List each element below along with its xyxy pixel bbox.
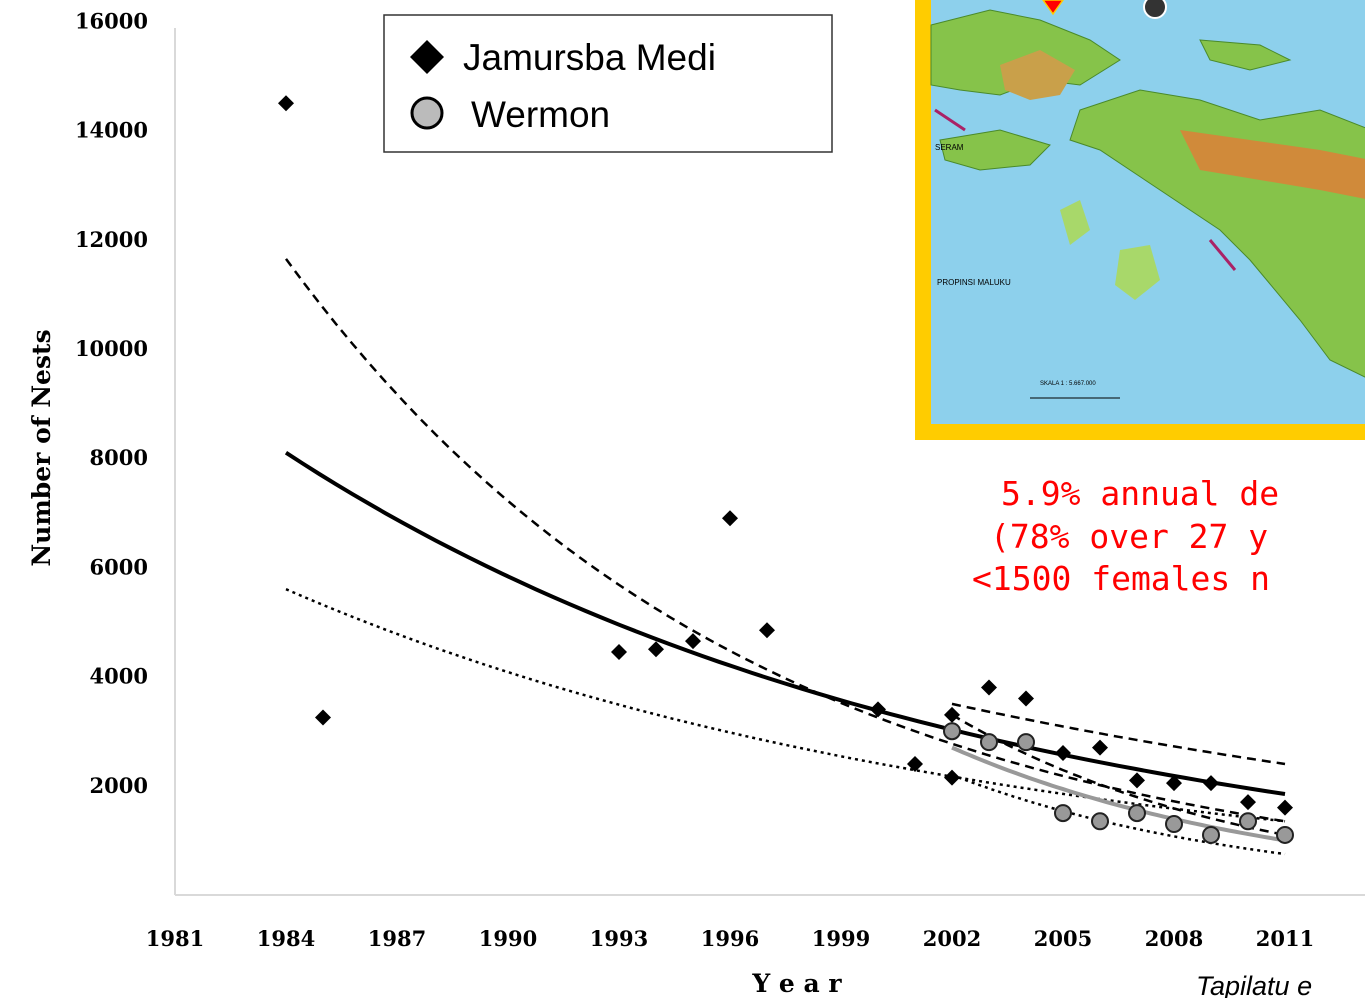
trend-lines <box>284 258 1286 856</box>
citation: Tapilatu e <box>1196 971 1312 998</box>
data-point-jamursba-medi <box>870 701 886 718</box>
trend-line-solid <box>951 745 1286 843</box>
inset-map-label-seram: SERAM <box>935 143 964 152</box>
data-point-jamursba-medi <box>315 709 331 726</box>
data-point-wermon <box>1017 733 1035 752</box>
legend-label-wermon: Wermon <box>471 94 610 135</box>
data-point-jamursba-medi <box>722 510 738 527</box>
inset-map-mountains <box>1180 130 1365 199</box>
data-point-jamursba-medi <box>944 706 960 723</box>
x-tick-label: 1987 <box>368 926 426 951</box>
data-point-wermon <box>1128 804 1146 823</box>
trend-line-dashed <box>284 258 1286 823</box>
x-tick-label: 1990 <box>479 926 537 951</box>
y-tick-labels: 2000 4000 6000 8000 10000 12000 14000 16000 <box>75 8 148 797</box>
inset-map-label-maluku: PROPINSI MALUKU <box>937 278 1011 287</box>
data-point-jamursba-medi <box>759 622 775 639</box>
annotation-line-3: <1500 females n <box>972 559 1270 598</box>
y-tick-label: 4000 <box>90 664 148 689</box>
y-tick-label: 16000 <box>75 8 148 33</box>
data-point-wermon <box>1054 804 1072 823</box>
data-point-jamursba-medi <box>1166 775 1182 792</box>
data-point-wermon <box>1091 812 1109 831</box>
trend-line-solid <box>284 451 1286 796</box>
y-tick-label: 2000 <box>90 773 148 798</box>
y-tick-label: 12000 <box>75 227 148 252</box>
data-point-jamursba-medi <box>1277 799 1293 816</box>
annotation-line-2: (78% over 27 y <box>990 517 1268 556</box>
data-point-wermon <box>1165 815 1183 834</box>
legend: Jamursba Medi Wermon <box>383 14 833 153</box>
data-point-jamursba-medi <box>278 95 294 112</box>
x-tick-label: 2011 <box>1256 926 1314 951</box>
inset-map-island-seram <box>939 129 1051 171</box>
inset-map-island-biak <box>1199 39 1292 71</box>
inset-map-highland <box>1000 50 1075 100</box>
y-tick-label: 6000 <box>90 554 148 579</box>
legend-box <box>383 14 833 153</box>
inset-map-island-kai <box>1060 200 1090 245</box>
inset-map-boundary-line <box>1208 239 1237 271</box>
data-point-jamursba-medi <box>1203 775 1219 792</box>
inset-map-label-scale: SKALA 1 : 5.667.000 <box>1040 381 1096 387</box>
data-point-jamursba-medi <box>1092 739 1108 756</box>
data-point-jamursba-medi <box>685 633 701 650</box>
data-point-jamursba-medi <box>1240 794 1256 811</box>
x-tick-label: 1984 <box>257 926 315 951</box>
compass-icon <box>1143 0 1167 19</box>
data-point-jamursba-medi <box>1055 745 1071 762</box>
x-tick-label: 1999 <box>812 926 870 951</box>
x-axis-title: Y e a r <box>751 969 842 998</box>
trend-line-dotted <box>285 588 1286 823</box>
data-point-wermon <box>980 733 998 752</box>
trend-line-dashed <box>951 713 1286 837</box>
inset-map-boundary-line-west <box>934 108 966 132</box>
x-tick-labels: 1981 1984 1987 1990 1993 1996 1999 2002 2005 2008… <box>146 926 1314 951</box>
legend-diamond-icon <box>410 40 444 74</box>
data-points <box>278 95 1294 844</box>
x-tick-label: 1981 <box>146 926 204 951</box>
data-point-wermon <box>1239 812 1257 831</box>
data-point-jamursba-medi <box>907 755 923 772</box>
data-point-jamursba-medi <box>1129 772 1145 789</box>
data-point-jamursba-medi <box>611 644 627 661</box>
inset-map-island-aru <box>1115 245 1160 300</box>
trend-line-dashed <box>951 702 1286 766</box>
x-tick-label: 2002 <box>923 926 981 951</box>
x-tick-label: 1993 <box>590 926 648 951</box>
data-point-jamursba-medi <box>648 641 664 658</box>
data-point-jamursba-medi <box>944 769 960 786</box>
y-tick-label: 14000 <box>75 118 148 143</box>
data-point-wermon <box>943 722 961 741</box>
legend-circle-icon <box>410 96 444 130</box>
data-point-wermon <box>1276 825 1294 844</box>
trend-line-dotted <box>951 773 1286 856</box>
legend-label-jamursba: Jamursba Medi <box>463 37 716 78</box>
y-tick-label: 10000 <box>75 336 148 361</box>
data-point-jamursba-medi <box>981 679 997 696</box>
location-marker-icon <box>1042 0 1064 16</box>
inset-map: SERAM PROPINSI MALUKU SKALA 1 : 5.667.00… <box>915 0 1365 440</box>
annotation-line-1: 5.9% annual de <box>1001 474 1279 513</box>
data-point-wermon <box>1202 825 1220 844</box>
x-tick-label: 2008 <box>1145 926 1203 951</box>
x-tick-label: 2005 <box>1034 926 1092 951</box>
x-tick-label: 1996 <box>701 926 759 951</box>
data-point-jamursba-medi <box>1018 690 1034 707</box>
y-axis-title: Number of Nests <box>27 329 56 566</box>
y-tick-label: 8000 <box>90 445 148 470</box>
